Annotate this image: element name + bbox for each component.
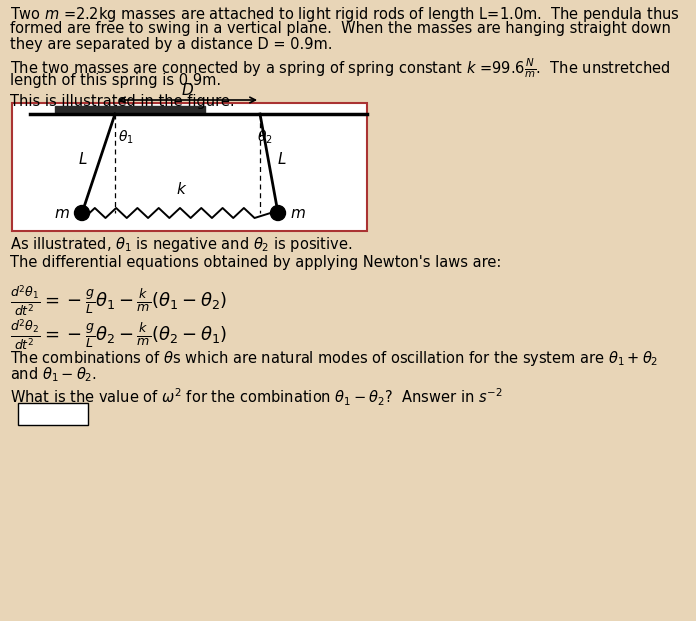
Text: $\theta_2$: $\theta_2$ [257, 129, 273, 147]
Circle shape [74, 206, 90, 220]
Text: $\frac{d^2\theta_1}{dt^2} = -\frac{g}{L}\theta_1 - \frac{k}{m}(\theta_1 - \theta: $\frac{d^2\theta_1}{dt^2} = -\frac{g}{L}… [10, 283, 227, 319]
FancyBboxPatch shape [12, 103, 367, 231]
Text: they are separated by a distance D = 0.9m.: they are separated by a distance D = 0.9… [10, 37, 333, 52]
Text: $L$: $L$ [277, 150, 287, 166]
Text: The differential equations obtained by applying Newton's laws are:: The differential equations obtained by a… [10, 255, 501, 270]
Text: $k$: $k$ [176, 181, 187, 197]
Text: As illustrated, $\theta_1$ is negative and $\theta_2$ is positive.: As illustrated, $\theta_1$ is negative a… [10, 235, 352, 254]
Circle shape [271, 206, 285, 220]
Text: length of this spring is 0.9m.: length of this spring is 0.9m. [10, 73, 221, 88]
Text: formed are free to swing in a vertical plane.  When the masses are hanging strai: formed are free to swing in a vertical p… [10, 21, 671, 36]
Text: $m$: $m$ [290, 206, 306, 220]
Text: Two $\mathit{m}$ =2.2kg masses are attached to light rigid rods of length L=1.0m: Two $\mathit{m}$ =2.2kg masses are attac… [10, 5, 679, 24]
Text: The two masses are connected by a spring of spring constant $\mathbf{\it{k}}$ =9: The two masses are connected by a spring… [10, 57, 670, 80]
Text: $\theta_1$: $\theta_1$ [118, 129, 134, 147]
Text: $L$: $L$ [79, 150, 88, 166]
Text: $\frac{d^2\theta_2}{dt^2} = -\frac{g}{L}\theta_2 - \frac{k}{m}(\theta_2 - \theta: $\frac{d^2\theta_2}{dt^2} = -\frac{g}{L}… [10, 317, 227, 353]
Text: and $\theta_1 - \theta_2$.: and $\theta_1 - \theta_2$. [10, 365, 97, 384]
FancyBboxPatch shape [18, 403, 88, 425]
Text: $m$: $m$ [54, 206, 70, 220]
Text: This is illustrated in the figure.: This is illustrated in the figure. [10, 94, 235, 109]
Text: $D$: $D$ [181, 82, 194, 98]
Text: The combinations of $\theta$s which are natural modes of oscillation for the sys: The combinations of $\theta$s which are … [10, 349, 658, 368]
Text: What is the value of $\omega^2$ for the combination $\theta_1 - \theta_2$?  Answ: What is the value of $\omega^2$ for the … [10, 387, 503, 409]
FancyBboxPatch shape [55, 106, 205, 114]
